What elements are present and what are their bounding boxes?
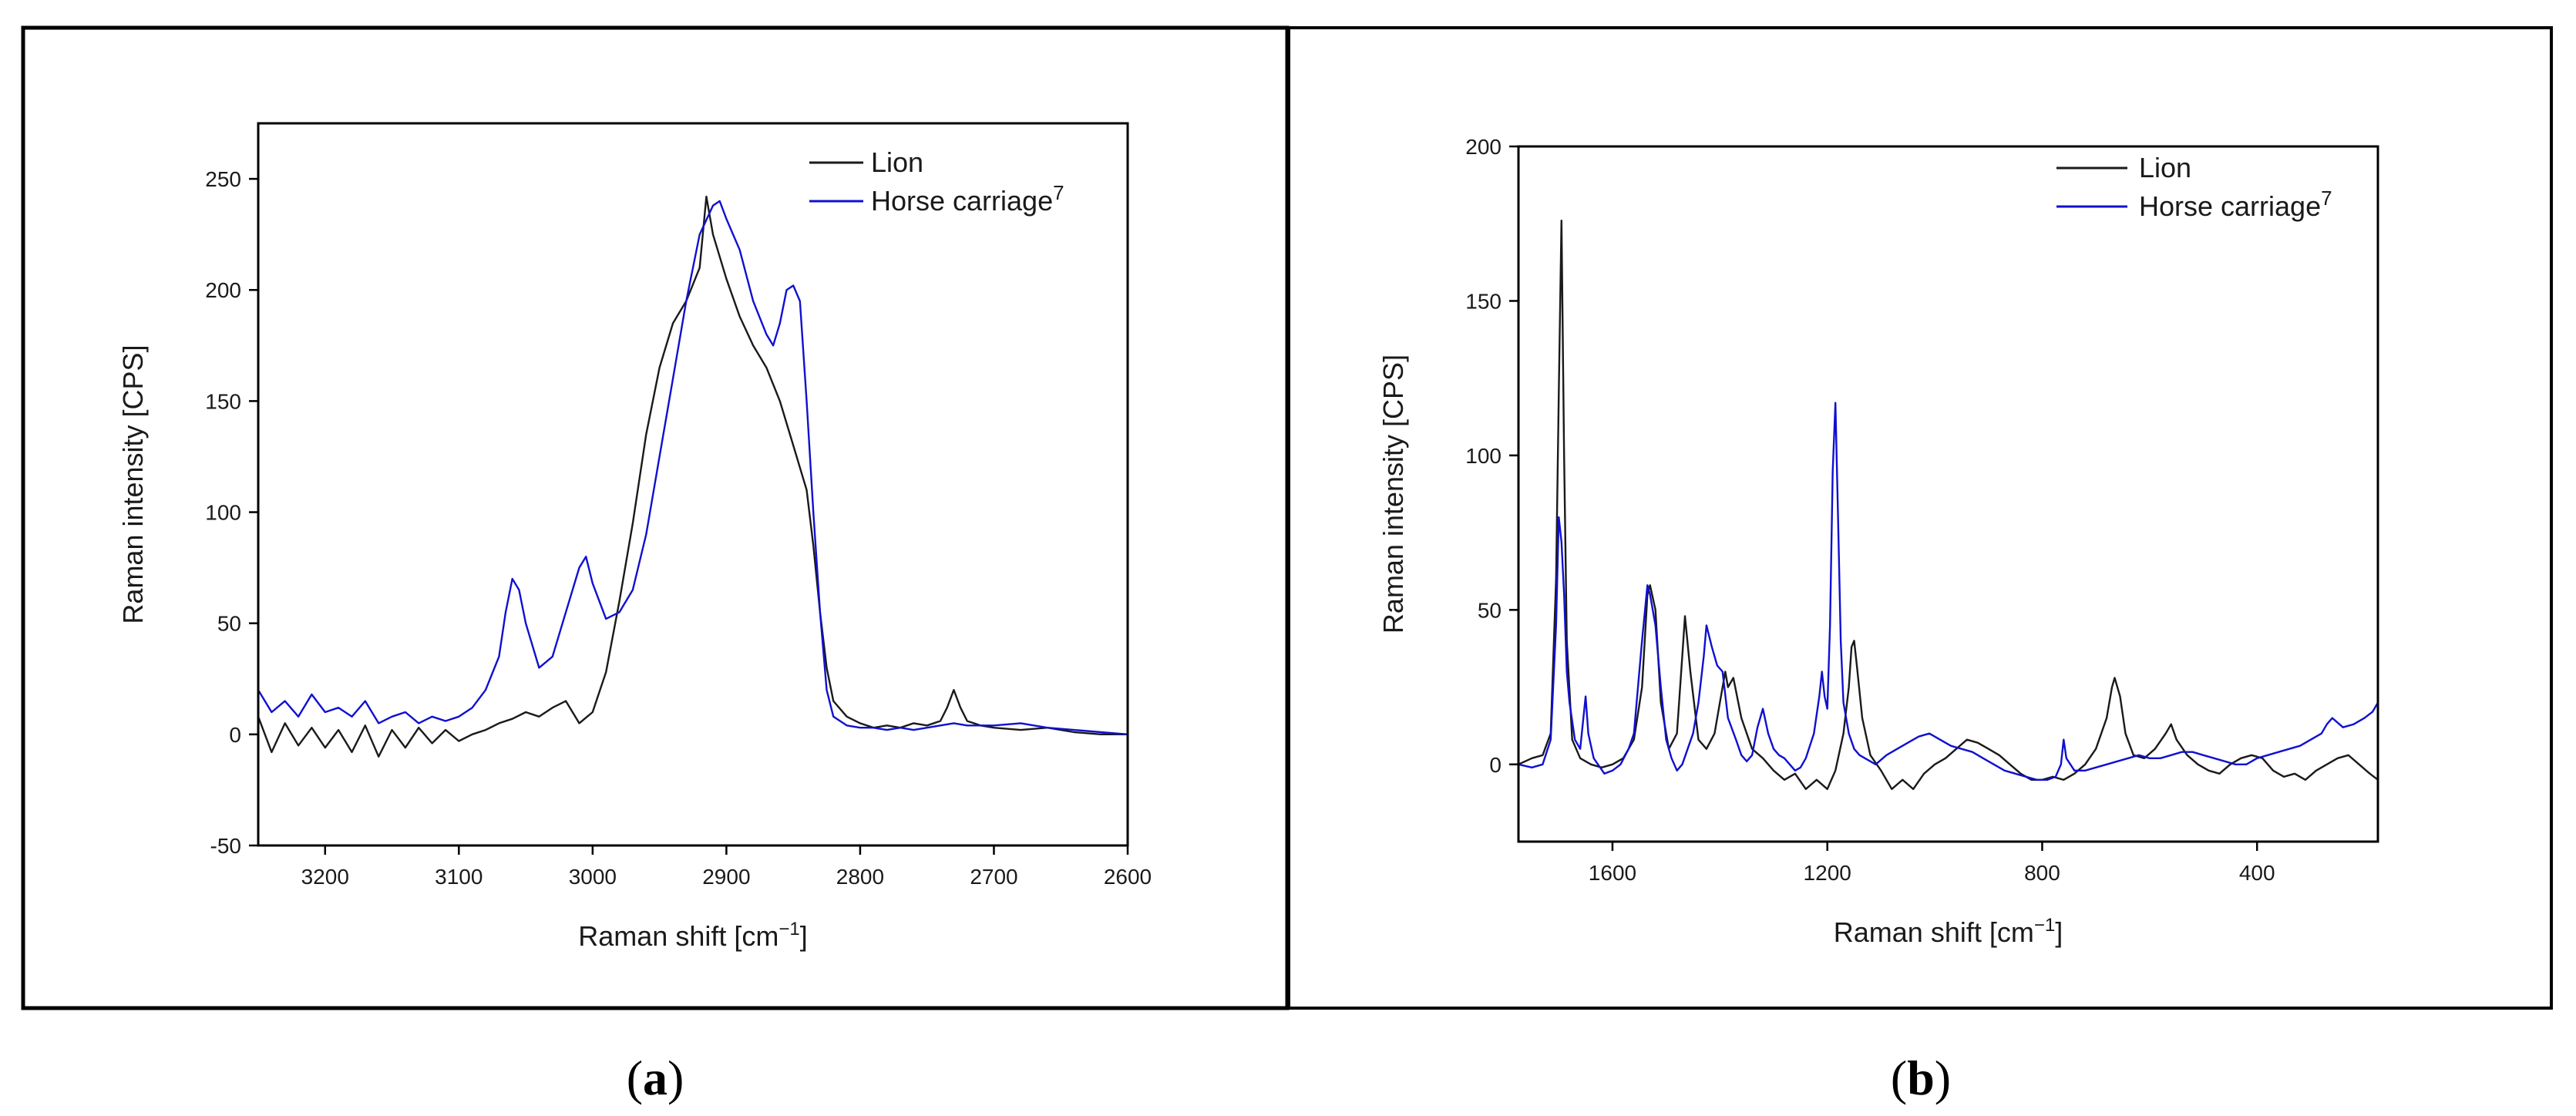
chart-a-y-tick-label: 150 [205,389,241,413]
panel-b-frame [1287,26,2553,1010]
chart-b-series-lion [1518,220,2378,790]
chart-b-y-axis-title: Raman intensity [CPS] [1377,355,1409,634]
chart-b-x-tick-label: 1200 [1804,861,1851,885]
chart-b-x-tick-label: 1600 [1589,861,1636,885]
chart-b-y-tick-label: 150 [1465,289,1502,313]
chart-b-x-tick-label: 400 [2239,861,2275,885]
chart-a-x-tick-label: 3100 [435,865,483,889]
chart-a-y-axis-title: Raman intensity [CPS] [117,345,149,624]
chart-b: 1600 1200 800 400 0 50 100 150 200 Raman shift [… [1377,135,2379,948]
chart-b-series-horse-carriage [1518,402,2378,781]
chart-b-y-tick-label: 50 [1478,598,1502,622]
chart-a: 3200 3100 3000 2900 2800 2700 2600 -50 0 50 100 150… [117,122,1152,952]
chart-a-x-tick-label: 2900 [702,865,750,889]
caption-a: (a) [627,1050,684,1105]
chart-a-legend-label-horse-carriage: Horse carriage7 [871,181,1064,217]
chart-a-y-tick-label: 50 [217,612,241,636]
chart-a-y-tick-label: 0 [229,723,241,747]
chart-a-x-tick-label: 3200 [301,865,349,889]
chart-a-y-tick-label: 250 [205,167,241,191]
chart-a-y-tick-label: 200 [205,278,241,302]
chart-a-y-tick-label: 100 [205,501,241,525]
chart-b-plot-frame [1517,145,2379,843]
chart-a-legend: Lion Horse carriage7 [809,146,1064,217]
chart-a-x-axis-title: Raman shift [cm−1] [578,919,807,952]
chart-a-series-horse-carriage [258,200,1128,735]
chart-a-x-tick-label: 2800 [836,865,884,889]
chart-a-plot-frame [257,122,1129,847]
chart-a-x-tick-label: 2700 [970,865,1017,889]
chart-b-y-tick-label: 200 [1465,135,1502,159]
chart-b-legend-label-lion: Lion [2139,152,2191,183]
chart-a-x-tick-label: 2600 [1104,865,1152,889]
chart-a-legend-label-lion: Lion [871,146,923,178]
chart-b-y-tick-label: 0 [1489,753,1502,777]
chart-a-series-lion [258,195,1128,758]
caption-b: (b) [1891,1050,1951,1105]
chart-b-x-axis-title: Raman shift [cm−1] [1834,915,2063,948]
chart-b-x-tick-label: 800 [2024,861,2060,885]
chart-b-y-tick-label: 100 [1465,444,1502,468]
chart-b-legend: Lion Horse carriage7 [2056,152,2332,222]
chart-a-y-tick-label: -50 [210,834,241,858]
chart-a-x-tick-label: 3000 [569,865,617,889]
chart-b-legend-label-horse-carriage: Horse carriage7 [2139,187,2332,222]
